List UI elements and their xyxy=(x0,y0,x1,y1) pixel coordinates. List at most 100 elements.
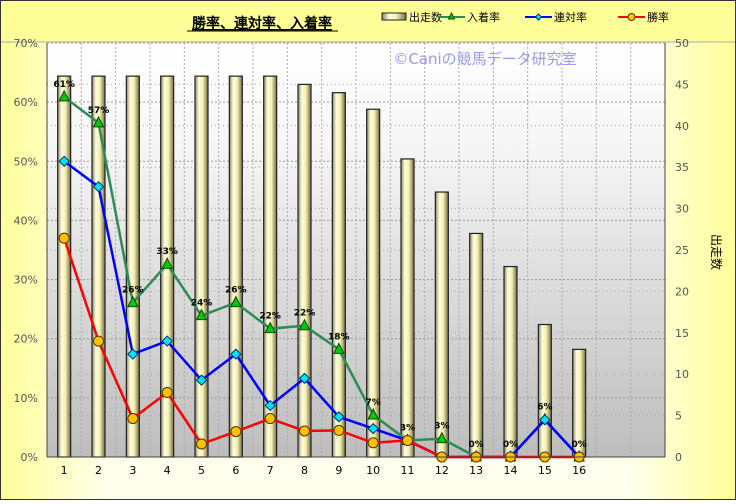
diamond-marker xyxy=(367,422,379,435)
data-label: 57% xyxy=(88,106,110,116)
triangle-marker xyxy=(195,308,208,321)
data-label: 7% xyxy=(366,398,381,408)
circle-marker xyxy=(127,413,139,425)
triangle-marker xyxy=(367,407,379,420)
right-tick-label: 35 xyxy=(675,161,689,174)
diamond-marker xyxy=(333,411,345,423)
diamond-marker xyxy=(298,372,311,385)
triangle-marker xyxy=(161,257,173,269)
left-tick-label: 40% xyxy=(14,214,38,227)
right-tick-label: 40 xyxy=(675,120,689,133)
right-tick-label: 10 xyxy=(675,368,689,381)
bar xyxy=(57,75,72,458)
triangle-marker xyxy=(298,318,311,331)
diamond-marker xyxy=(230,348,242,360)
triangle-marker xyxy=(333,342,345,354)
data-label: 26% xyxy=(225,286,247,296)
x-tick-label: 1 xyxy=(61,464,68,477)
left-tick-label: 30% xyxy=(14,274,38,287)
diamond-marker xyxy=(195,374,208,386)
diamond-marker xyxy=(127,348,139,360)
circle-marker xyxy=(299,425,310,437)
x-tick-label: 9 xyxy=(335,464,342,477)
bar xyxy=(331,92,346,458)
right-tick-label: 30 xyxy=(675,203,689,216)
right-tick-label: 15 xyxy=(675,327,689,340)
bar xyxy=(434,191,449,458)
legend-bar-swatch xyxy=(381,12,407,21)
legend: 出走数 入着率 連対率 勝率 xyxy=(381,10,669,24)
x-tick-label: 11 xyxy=(401,464,415,477)
watermark: ©Caniの競馬データ研究室 xyxy=(393,50,576,68)
bar xyxy=(503,265,518,458)
triangle-marker xyxy=(92,115,105,128)
left-tick-label: 20% xyxy=(14,333,38,346)
right-tick-label: 20 xyxy=(675,285,689,298)
bars xyxy=(57,75,587,458)
data-label: 61% xyxy=(53,80,75,90)
circle-marker xyxy=(161,387,173,399)
diamond-marker xyxy=(58,155,70,167)
legend-circle-icon xyxy=(627,13,636,21)
x-tick-label: 15 xyxy=(538,464,552,477)
right-tick-label: 25 xyxy=(675,244,689,257)
bar xyxy=(125,75,140,458)
triangle-marker xyxy=(230,295,242,308)
data-label: 18% xyxy=(328,332,350,342)
bar xyxy=(91,75,106,458)
left-tick-label: 50% xyxy=(14,155,38,168)
data-label: 22% xyxy=(259,312,281,322)
bar xyxy=(297,83,312,458)
diamond-marker xyxy=(539,414,551,426)
circle-marker xyxy=(333,424,345,436)
x-tick-label: 2 xyxy=(95,464,102,477)
data-label: 24% xyxy=(191,299,213,309)
left-tick-label: 10% xyxy=(14,392,38,405)
right-tick-label: 50 xyxy=(675,37,689,50)
data-label: 0% xyxy=(572,440,587,450)
circle-marker xyxy=(367,437,379,449)
diamond-marker xyxy=(264,399,276,412)
data-label: 3% xyxy=(400,423,415,433)
circle-marker xyxy=(264,413,276,425)
triangle-marker xyxy=(127,295,139,308)
bar xyxy=(469,232,484,458)
legend-triangle-icon xyxy=(447,11,456,20)
x-tick-label: 12 xyxy=(435,464,449,477)
left-tick-label: 70% xyxy=(14,37,38,50)
legend-label: 連対率 xyxy=(554,10,587,24)
x-tick-label: 4 xyxy=(164,464,171,477)
bar xyxy=(194,75,209,458)
x-tick-label: 8 xyxy=(301,464,308,477)
data-label: 26% xyxy=(122,286,144,296)
x-tick-label: 13 xyxy=(469,464,483,477)
right-tick-label: 5 xyxy=(675,410,682,423)
x-tick-label: 10 xyxy=(366,464,380,477)
legend-label: 勝率 xyxy=(647,10,669,24)
x-tick-label: 3 xyxy=(129,464,136,477)
legend-label: 出走数 xyxy=(409,10,442,24)
bar xyxy=(537,323,552,458)
axes: 0%10%20%30%40%50%60%70%05101520253035404… xyxy=(14,37,689,477)
circle-marker xyxy=(93,335,104,347)
triangle-marker xyxy=(264,321,276,334)
left-tick-label: 60% xyxy=(14,96,38,109)
x-tick-label: 14 xyxy=(504,464,518,477)
triangle-marker xyxy=(436,431,448,444)
title-band xyxy=(1,1,735,42)
legend-label: 入着率 xyxy=(467,10,500,24)
bar xyxy=(400,158,415,458)
data-label: 22% xyxy=(294,309,316,319)
data-label: 0% xyxy=(503,440,518,450)
circle-marker xyxy=(230,426,242,438)
x-tick-label: 16 xyxy=(572,464,586,477)
x-tick-label: 6 xyxy=(232,464,239,477)
circle-marker xyxy=(402,434,413,446)
right-axis-label: 出走数 xyxy=(709,234,724,270)
circle-marker xyxy=(58,232,70,244)
left-tick-label: 0% xyxy=(21,451,38,464)
x-tick-label: 7 xyxy=(267,464,274,477)
legend-diamond-icon xyxy=(534,13,543,21)
right-tick-label: 45 xyxy=(675,78,689,91)
right-tick-label: 0 xyxy=(675,451,682,464)
